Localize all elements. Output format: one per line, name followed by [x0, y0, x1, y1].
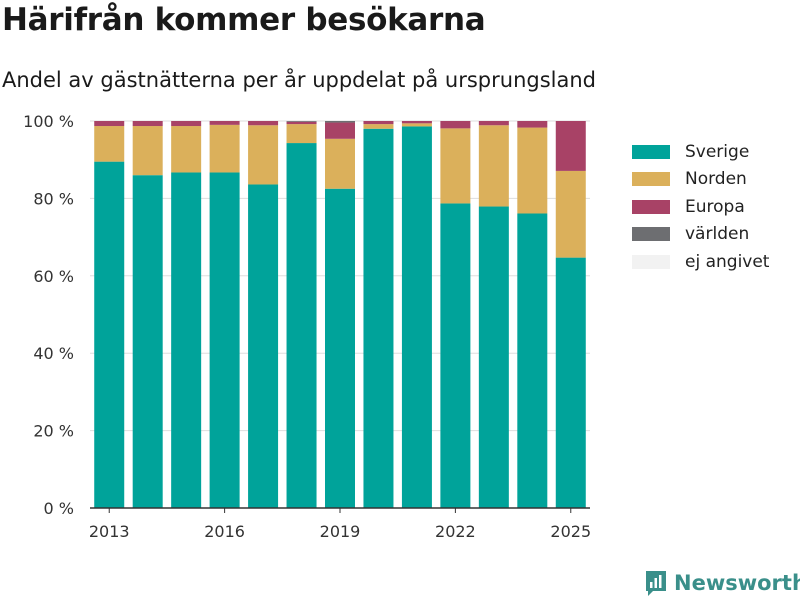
y-tick-label: 0 %: [44, 499, 74, 518]
y-tick-label: 100 %: [23, 112, 74, 131]
bar-segment-sverige: [94, 161, 125, 508]
bar-segment-sverige: [286, 143, 317, 508]
bar-segment-europa: [209, 121, 240, 125]
bar-segment-norden: [286, 124, 317, 144]
bar-segment-sverige: [171, 172, 202, 508]
bar-segment-norden: [209, 124, 240, 173]
chart-legend: Sverige Norden Europa världen ej angivet: [632, 138, 769, 276]
bar-segment-världen: [286, 121, 317, 122]
x-tick-label: 2025: [550, 522, 591, 541]
bar-segment-sverige: [132, 175, 163, 508]
y-tick-label: 40 %: [33, 344, 74, 363]
bar-segment-norden: [132, 126, 163, 176]
bar-segment-norden: [401, 123, 432, 127]
bar-segment-europa: [286, 121, 317, 125]
bar-segment-europa: [94, 121, 125, 127]
bar-segment-norden: [94, 126, 125, 162]
bar-segment-sverige: [517, 213, 548, 509]
bar-segment-europa: [555, 121, 586, 171]
bar-segment-europa: [517, 121, 548, 128]
y-tick-label: 20 %: [33, 422, 74, 441]
legend-swatch: [632, 144, 670, 159]
legend-item: Norden: [632, 166, 769, 194]
x-tick-label: 2019: [320, 522, 361, 541]
bar-segment-sverige: [555, 257, 586, 508]
bar-segment-sverige: [325, 188, 355, 508]
legend-item: Sverige: [632, 138, 769, 166]
bar-segment-europa: [478, 121, 509, 126]
bar-segment-sverige: [209, 172, 240, 508]
bar-segment-europa: [401, 121, 432, 124]
bar-segment-världen: [325, 121, 355, 123]
legend-label: världen: [685, 224, 750, 245]
y-tick-label: 60 %: [33, 267, 74, 286]
bar-segment-europa: [132, 121, 163, 127]
bar-segment-europa: [440, 121, 471, 129]
chart-subtitle: Andel av gästnätterna per år uppdelat på…: [2, 68, 596, 92]
bar-segment-europa: [325, 122, 355, 139]
bar-segment-norden: [248, 125, 279, 185]
legend-swatch: [632, 199, 670, 214]
brand-logo: Newsworthy: [644, 569, 800, 597]
bar-segment-sverige: [478, 206, 509, 509]
legend-label: Norden: [685, 169, 747, 190]
chart-title: Härifrån kommer besökarna: [2, 2, 486, 38]
brand-name: Newsworthy: [674, 571, 800, 595]
bar-segment-sverige: [401, 126, 432, 508]
bar-segment-sverige: [440, 203, 471, 508]
legend-swatch: [632, 172, 670, 187]
legend-swatch: [632, 227, 670, 242]
bar-segment-norden: [440, 128, 471, 204]
bar-segment-norden: [555, 170, 586, 258]
bar-segment-europa: [248, 121, 279, 126]
legend-label: Europa: [685, 196, 745, 217]
bar-segment-norden: [325, 138, 355, 189]
bar-segment-norden: [517, 127, 548, 214]
bar-segment-europa: [171, 121, 202, 127]
legend-swatch: [632, 254, 670, 269]
bar-segment-norden: [478, 125, 509, 207]
legend-label: ej angivet: [685, 251, 770, 272]
x-tick-label: 2013: [89, 522, 130, 541]
bar-segment-europa: [363, 121, 394, 125]
legend-item: ej angivet: [632, 248, 769, 276]
newsworthy-logo-icon: [646, 571, 666, 596]
bar-segment-sverige: [248, 184, 279, 508]
y-tick-label: 80 %: [33, 189, 74, 208]
legend-item: världen: [632, 221, 769, 249]
bar-segment-norden: [171, 126, 202, 173]
x-tick-label: 2016: [204, 522, 245, 541]
legend-label: Sverige: [685, 141, 750, 162]
legend-item: Europa: [632, 193, 769, 221]
bar-segment-norden: [363, 124, 394, 129]
x-tick-label: 2022: [435, 522, 476, 541]
bar-segment-sverige: [363, 128, 394, 509]
